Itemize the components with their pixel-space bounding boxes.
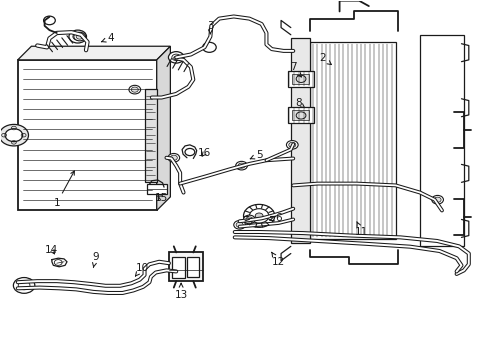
Circle shape [43, 16, 55, 25]
Circle shape [131, 87, 138, 92]
Bar [18, 60, 157, 211]
Bar [288, 107, 313, 123]
Circle shape [255, 213, 263, 219]
Circle shape [129, 85, 141, 94]
Bar [292, 74, 309, 84]
Circle shape [286, 140, 298, 149]
Text: 2: 2 [319, 53, 331, 64]
Circle shape [238, 163, 244, 168]
Bar [310, 42, 395, 239]
Circle shape [243, 204, 274, 227]
Circle shape [202, 42, 216, 52]
Text: 15: 15 [155, 193, 168, 203]
Text: 8: 8 [294, 98, 304, 108]
Circle shape [74, 32, 85, 41]
Text: 4: 4 [102, 33, 114, 43]
Circle shape [184, 148, 194, 156]
Polygon shape [18, 46, 170, 60]
Bar [419, 35, 463, 246]
Bar [288, 71, 313, 87]
Circle shape [54, 260, 62, 265]
Text: 5: 5 [250, 150, 262, 160]
Circle shape [170, 155, 177, 160]
Circle shape [431, 195, 443, 204]
Text: 10: 10 [135, 263, 148, 276]
Text: 13: 13 [174, 283, 187, 300]
Text: 7: 7 [289, 62, 301, 77]
Bar [172, 257, 184, 278]
Circle shape [5, 129, 22, 141]
Circle shape [0, 125, 28, 146]
Bar [290, 39, 310, 243]
Text: 12: 12 [271, 252, 285, 267]
Circle shape [433, 197, 440, 202]
Bar [186, 257, 199, 277]
Circle shape [235, 161, 247, 170]
Text: 3: 3 [206, 21, 213, 34]
Circle shape [249, 209, 268, 223]
Circle shape [243, 215, 255, 224]
Circle shape [233, 221, 245, 229]
Circle shape [69, 30, 86, 43]
Bar [147, 184, 167, 194]
Circle shape [76, 34, 83, 39]
Text: 11: 11 [354, 222, 367, 237]
Circle shape [168, 51, 183, 63]
Bar [292, 111, 309, 121]
Polygon shape [157, 46, 170, 211]
Circle shape [288, 142, 295, 148]
Bar [144, 89, 157, 182]
Circle shape [167, 153, 179, 162]
Circle shape [236, 222, 243, 228]
Text: 1: 1 [53, 171, 74, 208]
Text: 16: 16 [198, 148, 211, 158]
Bar [168, 252, 203, 281]
Text: 14: 14 [45, 245, 59, 255]
Text: 9: 9 [92, 252, 99, 267]
Text: 6: 6 [269, 213, 282, 222]
Circle shape [245, 217, 252, 222]
Circle shape [13, 278, 35, 293]
